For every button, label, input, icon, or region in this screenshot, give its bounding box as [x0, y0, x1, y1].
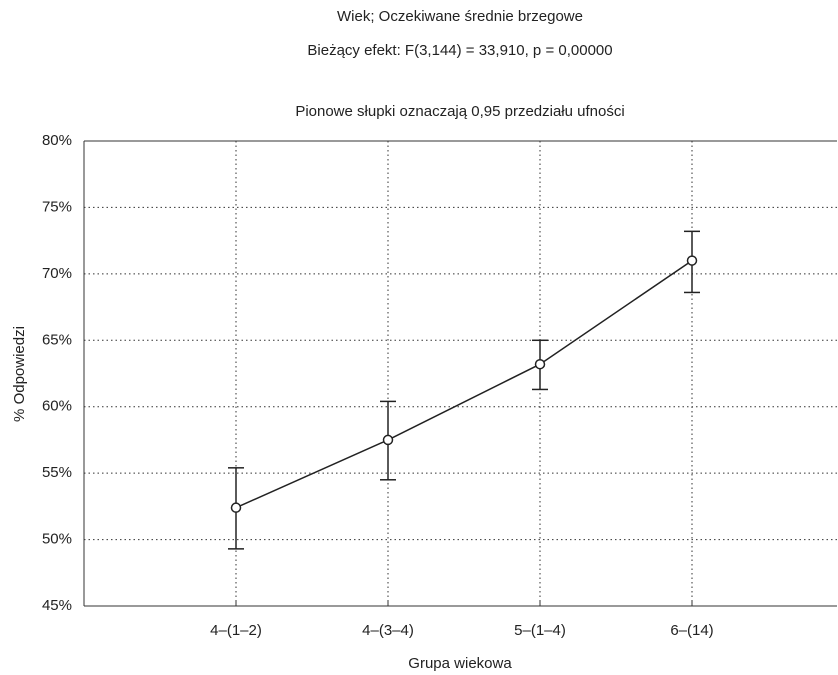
y-tick-label: 80%: [42, 132, 72, 149]
x-tick-label: 6–(14): [670, 622, 713, 639]
y-tick-label: 45%: [42, 597, 72, 614]
chart-subtitle: Bieżący efekt: F(3,144) = 33,910, p = 0,…: [307, 42, 612, 59]
point: [384, 435, 393, 444]
y-axis-label: % Odpowiedzi: [11, 326, 28, 422]
x-axis-label: Grupa wiekowa: [408, 655, 512, 672]
x-tick-label: 5–(1–4): [514, 622, 566, 639]
y-tick-label: 60%: [42, 398, 72, 415]
x-tick-label: 4–(3–4): [362, 622, 414, 639]
point: [232, 503, 241, 512]
chart-title: Wiek; Oczekiwane średnie brzegowe: [337, 8, 583, 25]
point: [536, 360, 545, 369]
y-tick-label: 50%: [42, 531, 72, 548]
series-line: [236, 261, 692, 508]
point: [688, 256, 697, 265]
y-tick-label: 75%: [42, 198, 72, 215]
annotation: Pionowe słupki oznaczają 0,95 przedziału…: [295, 103, 624, 120]
y-tick-label: 70%: [42, 265, 72, 282]
x-tick-label: 4–(1–2): [210, 622, 262, 639]
chart: Wiek; Oczekiwane średnie brzegowe Bieżąc…: [0, 0, 838, 675]
y-tick-label: 65%: [42, 331, 72, 348]
y-tick-label: 55%: [42, 464, 72, 481]
page: Wiek; Oczekiwane średnie brzegowe Bieżąc…: [0, 0, 838, 675]
